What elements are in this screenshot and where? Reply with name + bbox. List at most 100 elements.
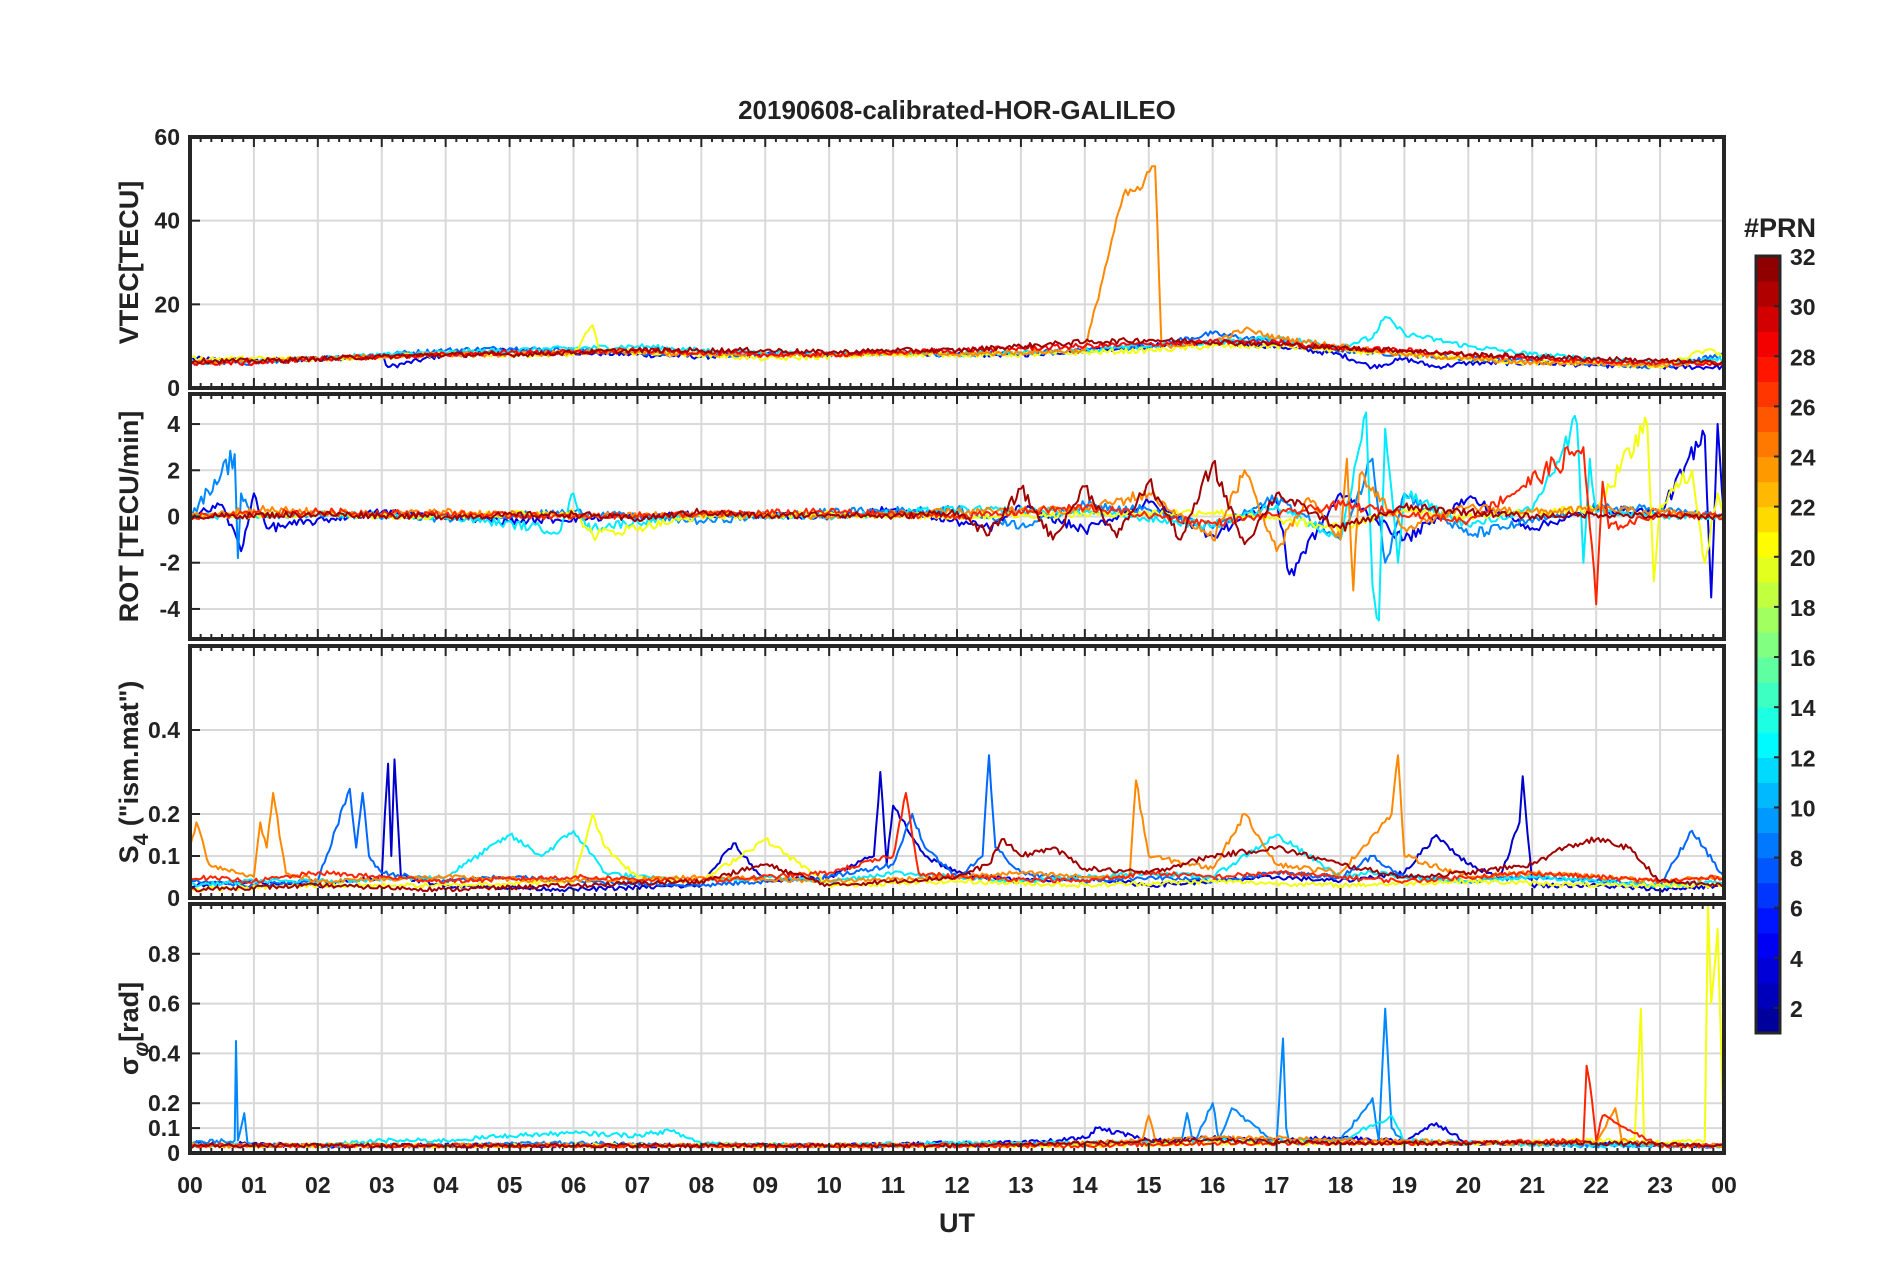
y-tick-label: -4 [160, 596, 181, 622]
colorbar-band [1756, 932, 1780, 959]
x-tick-label: 21 [1519, 1172, 1545, 1198]
colorbar-band [1756, 331, 1780, 357]
x-tick-label: 00 [1711, 1172, 1737, 1198]
series-line-prn-27 [190, 446, 1724, 606]
colorbar-tick-label: 4 [1790, 946, 1803, 972]
y-axis-label: VTEC[TECU] [114, 181, 144, 345]
colorbar-tick-label: 18 [1790, 595, 1816, 621]
y-tick-label: 0.8 [148, 941, 180, 967]
colorbar-band [1756, 431, 1780, 458]
x-tick-label: 01 [241, 1172, 267, 1198]
x-tick-label: 10 [816, 1172, 842, 1198]
x-tick-label: 02 [305, 1172, 331, 1198]
colorbar-tick-label: 14 [1790, 695, 1816, 721]
series-line-prn-31 [190, 459, 1724, 546]
y-axis-label-main: σ [114, 1057, 144, 1075]
colorbar-band [1756, 882, 1780, 909]
series-line-prn-20 [190, 813, 1724, 893]
y-tick-label: 0.1 [148, 843, 180, 869]
y-tick-label: 0 [167, 885, 180, 911]
x-tick-label: 09 [752, 1172, 778, 1198]
chart-title: 20190608-calibrated-HOR-GALILEO [738, 95, 1176, 125]
colorbar-band [1756, 1007, 1780, 1034]
colorbar-tick-label: 16 [1790, 645, 1816, 671]
x-tick-label: 04 [433, 1172, 459, 1198]
colorbar-tick-label: 28 [1790, 344, 1816, 370]
y-tick-label: 0.4 [148, 717, 180, 743]
colorbar-tick-label: 32 [1790, 244, 1816, 270]
series-line-prn-24 [190, 457, 1724, 592]
x-tick-label: 11 [881, 1172, 906, 1198]
colorbar-tick-label: 22 [1790, 495, 1816, 521]
colorbar-tick-label: 6 [1790, 896, 1803, 922]
colorbar-band [1756, 982, 1780, 1009]
series-group [190, 165, 1724, 371]
colorbar-band [1756, 256, 1780, 282]
y-tick-label: 2 [167, 457, 180, 483]
y-axis-label: ROT [TECU/min] [114, 411, 144, 622]
y-axis-label-sub: φ [130, 1042, 153, 1057]
panel-3: 00.10.20.4S4 ("ism.mat") [114, 644, 1726, 911]
panel-1: 0 20 40 60 VTEC[TECU] [114, 124, 1726, 401]
y-tick-label: 0.4 [148, 1040, 180, 1066]
y-tick-label: 0.6 [148, 991, 180, 1017]
colorbar-band [1756, 356, 1780, 382]
x-tick-label: 22 [1583, 1172, 1609, 1198]
y-tick-label: 60 [154, 124, 180, 150]
x-tick-labels: 00 01 02 03 04 05 06 07 08 09 10 11 12 13 14 15 16 17 18 19… [177, 1172, 1737, 1198]
colorbar-band [1756, 657, 1780, 683]
series-line-prn-31 [190, 337, 1724, 366]
panel-2: -4 -2 0 2 4 ROT [TECU/min] [114, 392, 1726, 641]
x-axis-label: UT [939, 1208, 975, 1238]
colorbar-band [1756, 406, 1780, 433]
x-tick-label: 16 [1200, 1172, 1226, 1198]
y-axis-label: σφ[rad] [114, 982, 153, 1075]
x-tick-label: 14 [1072, 1172, 1098, 1198]
colorbar-band [1756, 807, 1780, 834]
y-axis-label-sub: 4 [130, 833, 153, 845]
colorbar-band [1756, 456, 1780, 483]
x-tick-label: 12 [944, 1172, 970, 1198]
y-axis-label-rest: ("ism.mat") [114, 681, 144, 834]
colorbar-band [1756, 506, 1780, 533]
x-tick-label: 17 [1264, 1172, 1290, 1198]
x-tick-label: 08 [689, 1172, 715, 1198]
colorbar-tick-label: 12 [1790, 745, 1816, 771]
colorbar-tick-label: 30 [1790, 294, 1816, 320]
x-tick-label: 19 [1392, 1172, 1418, 1198]
x-tick-label: 18 [1328, 1172, 1354, 1198]
colorbar-band [1756, 306, 1780, 332]
colorbar-tick-label: 2 [1790, 996, 1803, 1022]
colorbar-title: #PRN [1744, 213, 1816, 243]
series-group [190, 411, 1724, 622]
colorbar-tick-label: 20 [1790, 545, 1816, 571]
colorbar-band [1756, 481, 1780, 508]
colorbar-band [1756, 732, 1780, 758]
colorbar-band [1756, 682, 1780, 708]
y-tick-label: 0.1 [148, 1115, 180, 1141]
colorbar-frame [1754, 254, 1782, 1035]
colorbar-band [1756, 857, 1780, 884]
y-tick-label: 40 [154, 208, 180, 234]
colorbar-band [1756, 907, 1780, 934]
colorbar-band [1756, 631, 1780, 658]
x-tick-label: 06 [561, 1172, 587, 1198]
colorbar-band [1756, 757, 1780, 783]
x-tick-label: 23 [1647, 1172, 1673, 1198]
colorbar-tick-label: 26 [1790, 394, 1816, 420]
x-tick-label: 13 [1008, 1172, 1034, 1198]
colorbar-band [1756, 832, 1780, 859]
colorbar-band [1756, 782, 1780, 809]
y-axis-label: S4 ("ism.mat") [114, 681, 153, 864]
colorbar-band [1756, 957, 1780, 984]
x-tick-label: 05 [497, 1172, 523, 1198]
colorbar-tick-label: 8 [1790, 846, 1803, 872]
colorbar-band [1756, 281, 1780, 307]
colorbar-band [1756, 556, 1780, 583]
x-tick-label: 20 [1456, 1172, 1482, 1198]
colorbar-band [1756, 707, 1780, 733]
colorbar-band [1756, 531, 1780, 558]
panel-4: 00.10.2 0.4 0.6 0.8 σφ[rad] [114, 902, 1726, 1166]
